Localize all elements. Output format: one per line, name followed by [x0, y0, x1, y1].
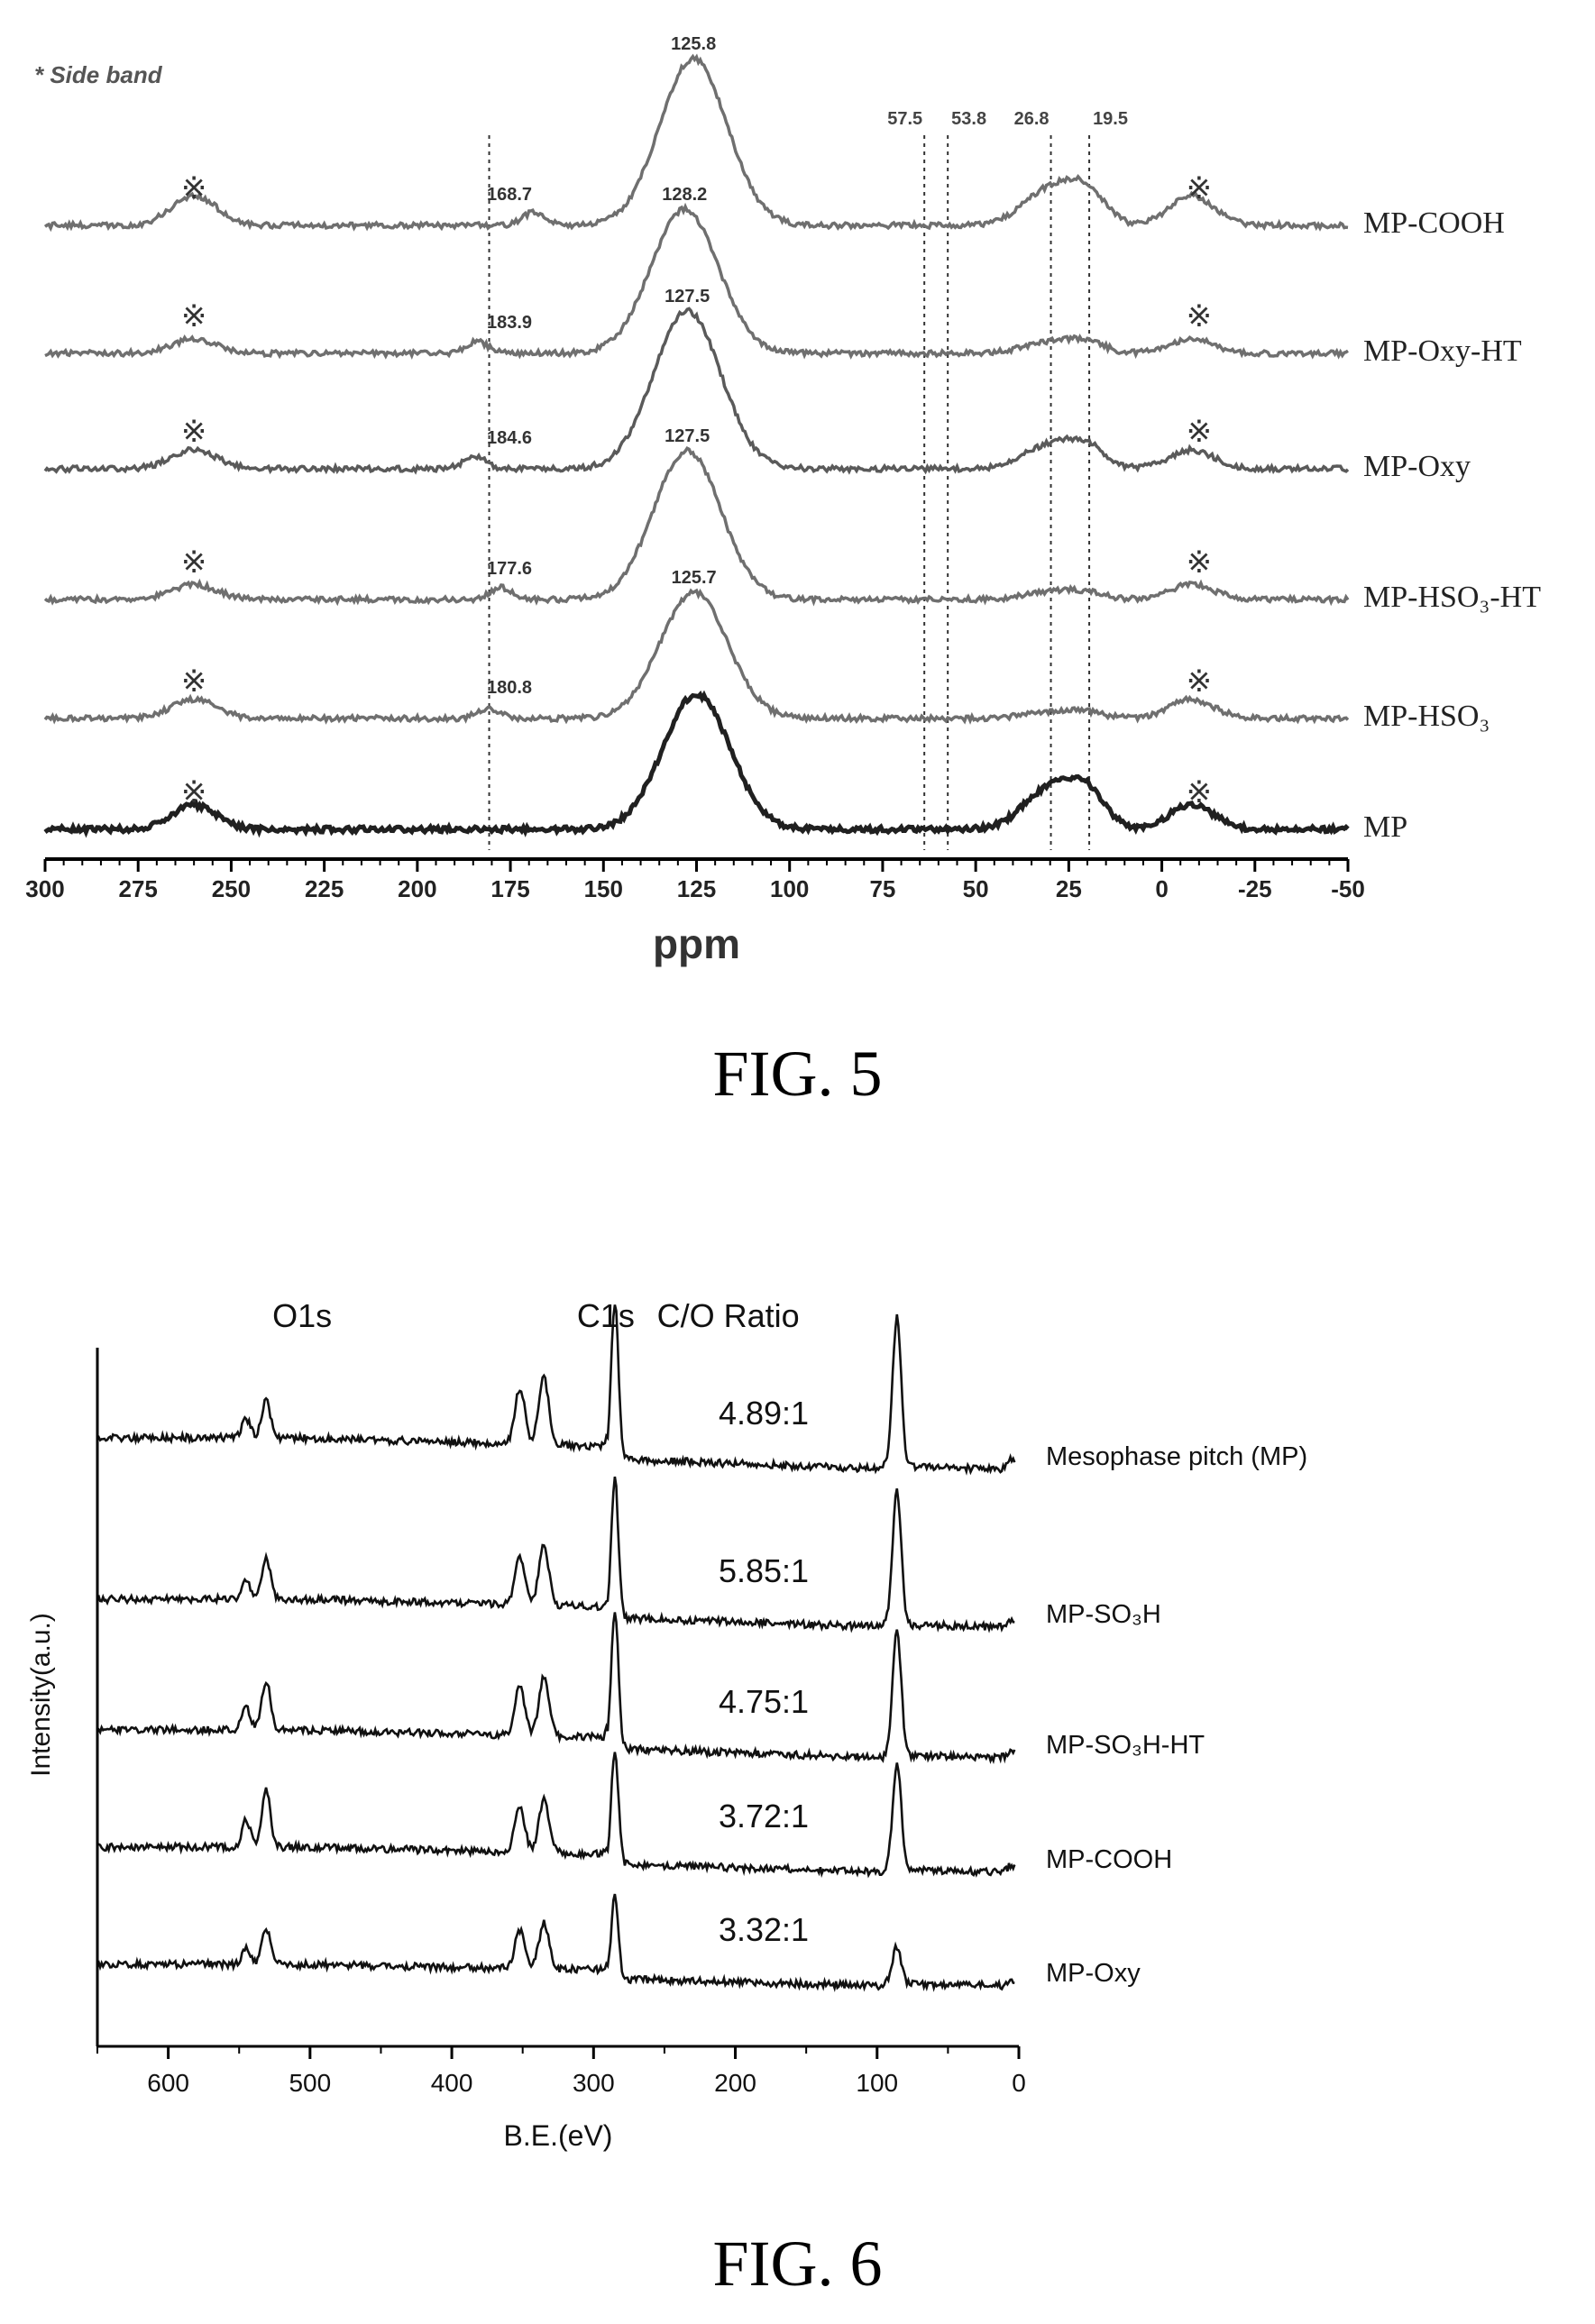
x-tick-label: 150 [584, 875, 623, 902]
peak-label: 127.5 [665, 287, 710, 307]
peak-header: C1s [577, 1297, 635, 1334]
x-tick-label: -50 [1331, 875, 1365, 902]
sideband-marker: ※ [181, 775, 207, 810]
xps-series-line [96, 1304, 1016, 1476]
series-label: MP-Oxy [1046, 1959, 1141, 1988]
xps-series-line [96, 1612, 1016, 1764]
series-label: Mesophase pitch (MP) [1046, 1442, 1307, 1471]
x-tick-label: 275 [119, 875, 158, 902]
x-tick-label: -25 [1238, 875, 1272, 902]
carbonyl-label: 177.6 [487, 559, 532, 579]
x-tick-label: 125 [677, 875, 716, 902]
sideband-marker: ※ [1187, 415, 1213, 449]
figure-5-caption: FIG. 5 [712, 1038, 883, 1110]
x-tick-label: 200 [714, 2069, 756, 2097]
x-tick-label: 100 [770, 875, 809, 902]
x-tick-label: 600 [147, 2069, 189, 2097]
sideband-marker: ※ [181, 299, 207, 334]
x-tick-label: 250 [212, 875, 251, 902]
series-label: MP-Oxy [1363, 450, 1471, 483]
series-label: MP-Oxy-HT [1363, 334, 1522, 368]
series-label: MP-HSO₃-HT [1363, 581, 1541, 614]
peak-header: C/O Ratio [657, 1297, 800, 1334]
top-shift-label: 19.5 [1093, 109, 1128, 129]
x-tick-label: 300 [25, 875, 64, 902]
co-ratio-label: 5.85:1 [719, 1552, 809, 1589]
sideband-marker: ※ [1187, 299, 1213, 334]
series-label: MP-SO₃H-HT [1046, 1731, 1205, 1760]
co-ratio-label: 4.89:1 [719, 1395, 809, 1432]
x-tick-label: 0 [1155, 875, 1168, 902]
nmr-series-line [43, 690, 1350, 838]
co-ratio-label: 4.75:1 [719, 1683, 809, 1720]
sideband-marker: ※ [1187, 775, 1213, 810]
x-tick-label: 50 [963, 875, 989, 902]
nmr-chart: * Side band 57.5 53.8 26.8 19.5 MP-COOH 125.8 1… [25, 34, 1541, 967]
nmr-series-line [43, 446, 1350, 607]
sideband-marker: ※ [181, 171, 207, 206]
x-tick-label: 100 [856, 2069, 898, 2097]
series-label: MP [1363, 810, 1407, 844]
nmr-series-line [43, 307, 1350, 475]
y-axis-title: Intensity(a.u.) [26, 1613, 56, 1777]
x-axis-title: B.E.(eV) [504, 2119, 613, 2152]
sideband-marker: ※ [181, 415, 207, 449]
peak-label: 127.5 [665, 426, 710, 446]
carbonyl-label: 180.8 [487, 678, 532, 698]
top-shift-label: 57.5 [887, 109, 922, 129]
nmr-series-line [43, 588, 1350, 725]
peak-label: 125.8 [671, 34, 716, 54]
series-label: MP-COOH [1363, 206, 1505, 240]
carbonyl-label: 168.7 [487, 185, 532, 205]
peak-header: O1s [272, 1297, 332, 1334]
co-ratio-label: 3.32:1 [719, 1911, 809, 1948]
x-tick-label: 25 [1056, 875, 1082, 902]
figure-6-caption: FIG. 6 [712, 2228, 883, 2300]
co-ratio-label: 3.72:1 [719, 1798, 809, 1834]
xps-series-line [96, 1893, 1015, 1992]
x-tick-label: 400 [431, 2069, 473, 2097]
x-tick-label: 225 [305, 875, 344, 902]
peak-label: 128.2 [662, 185, 707, 205]
x-tick-label: 200 [398, 875, 436, 902]
x-tick-label: 300 [573, 2069, 615, 2097]
x-tick-label: 0 [1012, 2069, 1026, 2097]
series-label: MP-SO₃H [1046, 1600, 1161, 1629]
top-shift-label: 53.8 [951, 109, 986, 129]
series-label: MP-COOH [1046, 1845, 1172, 1874]
nmr-series-line [44, 202, 1349, 360]
side-band-legend: * Side band [34, 61, 163, 88]
x-tick-label: 500 [289, 2069, 331, 2097]
series-label: MP-HSO₃ [1363, 700, 1490, 733]
sideband-marker: ※ [181, 664, 207, 699]
x-tick-label: 75 [869, 875, 895, 902]
carbonyl-label: 184.6 [487, 428, 532, 448]
xps-series-line [96, 1476, 1015, 1633]
peak-label: 125.7 [672, 568, 717, 588]
sideband-marker: ※ [181, 545, 207, 580]
sideband-marker: ※ [1187, 171, 1213, 206]
sideband-marker: ※ [1187, 545, 1213, 580]
xps-series-line [96, 1752, 1016, 1879]
xps-chart: O1s C1s C/O Ratio 4.89:1 Mesophase pitch (MP… [26, 1297, 1307, 2152]
x-axis-title: ppm [653, 920, 740, 967]
carbonyl-label: 183.9 [487, 313, 532, 333]
top-shift-label: 26.8 [1014, 109, 1050, 129]
x-tick-label: 175 [490, 875, 529, 902]
sideband-marker: ※ [1187, 664, 1213, 699]
nmr-series-line [43, 53, 1349, 233]
